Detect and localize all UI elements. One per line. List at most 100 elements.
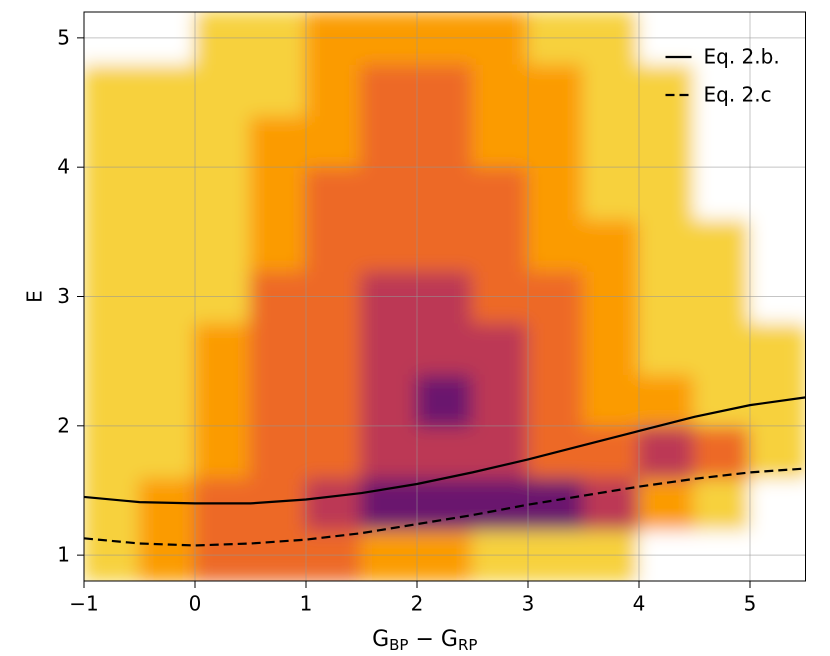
density-cell xyxy=(471,166,529,220)
density-cell xyxy=(416,424,474,479)
y-tick-label: 1 xyxy=(57,543,70,567)
density-cell xyxy=(527,373,585,427)
density-cell xyxy=(749,166,806,220)
curve xyxy=(84,467,806,547)
y-tick-label: 4 xyxy=(57,155,70,179)
x-axis-label-part: − G xyxy=(408,627,457,652)
density-cell xyxy=(138,321,196,376)
density-cell xyxy=(249,321,307,376)
density-cell xyxy=(416,321,474,376)
y-tick-label: 3 xyxy=(57,284,70,308)
density-cell xyxy=(305,114,363,169)
density-cell xyxy=(138,373,196,427)
y-tick-label: 5 xyxy=(57,25,70,49)
curves xyxy=(84,396,806,547)
density-cell xyxy=(693,476,751,531)
density-cell xyxy=(471,321,529,376)
density-cell xyxy=(749,476,806,531)
density-cell xyxy=(416,373,474,427)
density-cell xyxy=(638,114,696,169)
density-cell xyxy=(471,476,529,531)
x-axis-label: GBP − GRP xyxy=(372,627,477,654)
density-cell xyxy=(249,166,307,220)
density-cell xyxy=(249,114,307,169)
density-cell xyxy=(305,476,363,531)
x-tick-label: −1 xyxy=(69,592,98,616)
density-cell xyxy=(360,424,418,479)
density-cell xyxy=(582,62,640,117)
density-cell xyxy=(749,321,806,376)
density-cell xyxy=(582,114,640,169)
density-cell xyxy=(194,217,252,272)
density-cell xyxy=(194,62,252,117)
density-cell xyxy=(84,62,141,117)
density-cell xyxy=(693,114,751,169)
density-cell xyxy=(527,217,585,272)
density-cell xyxy=(84,114,141,169)
x-axis-label-part: G xyxy=(372,627,389,652)
density-cell xyxy=(194,373,252,427)
density-cell xyxy=(194,424,252,479)
density-cell xyxy=(138,114,196,169)
density-cell xyxy=(194,321,252,376)
density-cell xyxy=(638,217,696,272)
density-cell xyxy=(471,62,529,117)
density-cell xyxy=(305,217,363,272)
density-cell xyxy=(360,321,418,376)
density-cell xyxy=(416,62,474,117)
density-cell xyxy=(194,166,252,220)
density-cell xyxy=(84,373,141,427)
density-cell xyxy=(638,321,696,376)
x-tick-label: 0 xyxy=(189,592,202,616)
density-cell xyxy=(305,166,363,220)
legend-label: Eq. 2.b. xyxy=(704,45,780,69)
density-cell xyxy=(693,424,751,479)
density-cell xyxy=(582,217,640,272)
density-cell xyxy=(416,476,474,531)
density-cell xyxy=(693,321,751,376)
density-cell xyxy=(749,114,806,169)
density-cell xyxy=(305,424,363,479)
density-cell xyxy=(527,114,585,169)
density-cell xyxy=(360,114,418,169)
density-cell xyxy=(582,373,640,427)
density-cell xyxy=(527,166,585,220)
density-cell xyxy=(84,166,141,220)
x-axis-label-part: BP xyxy=(389,636,408,654)
density-layer xyxy=(84,12,806,581)
density-cell xyxy=(305,321,363,376)
density-cell xyxy=(249,62,307,117)
density-cell xyxy=(84,476,141,531)
x-axis-label-part: RP xyxy=(458,636,477,654)
density-cell xyxy=(749,217,806,272)
x-tick-label: 1 xyxy=(300,592,313,616)
density-cell xyxy=(360,217,418,272)
density-cell xyxy=(138,62,196,117)
density-cell xyxy=(527,321,585,376)
density-cell xyxy=(360,373,418,427)
legend-label: Eq. 2.c xyxy=(704,83,772,107)
density-cell xyxy=(638,424,696,479)
x-tick-label: 3 xyxy=(522,592,535,616)
density-cell xyxy=(416,114,474,169)
grid xyxy=(83,12,806,581)
density-cell xyxy=(84,424,141,479)
density-cell xyxy=(138,217,196,272)
y-tick-label: 2 xyxy=(57,413,70,437)
density-cell xyxy=(582,476,640,531)
density-cell xyxy=(638,166,696,220)
density-cell xyxy=(693,373,751,427)
density-cell xyxy=(638,62,696,117)
density-cell xyxy=(582,166,640,220)
y-axis-label: E xyxy=(23,290,47,303)
density-cell xyxy=(471,217,529,272)
axes: −1 0 1 2 3 4 5 1 2 3 4 5 Eq. 2.b. Eq. 2.c E GBP − GRP xyxy=(23,11,806,654)
density-cell xyxy=(138,166,196,220)
density-cell xyxy=(249,424,307,479)
density-cell xyxy=(471,114,529,169)
density-cell xyxy=(305,373,363,427)
density-cell xyxy=(249,373,307,427)
density-cell xyxy=(527,62,585,117)
x-tick-label: 5 xyxy=(744,592,757,616)
